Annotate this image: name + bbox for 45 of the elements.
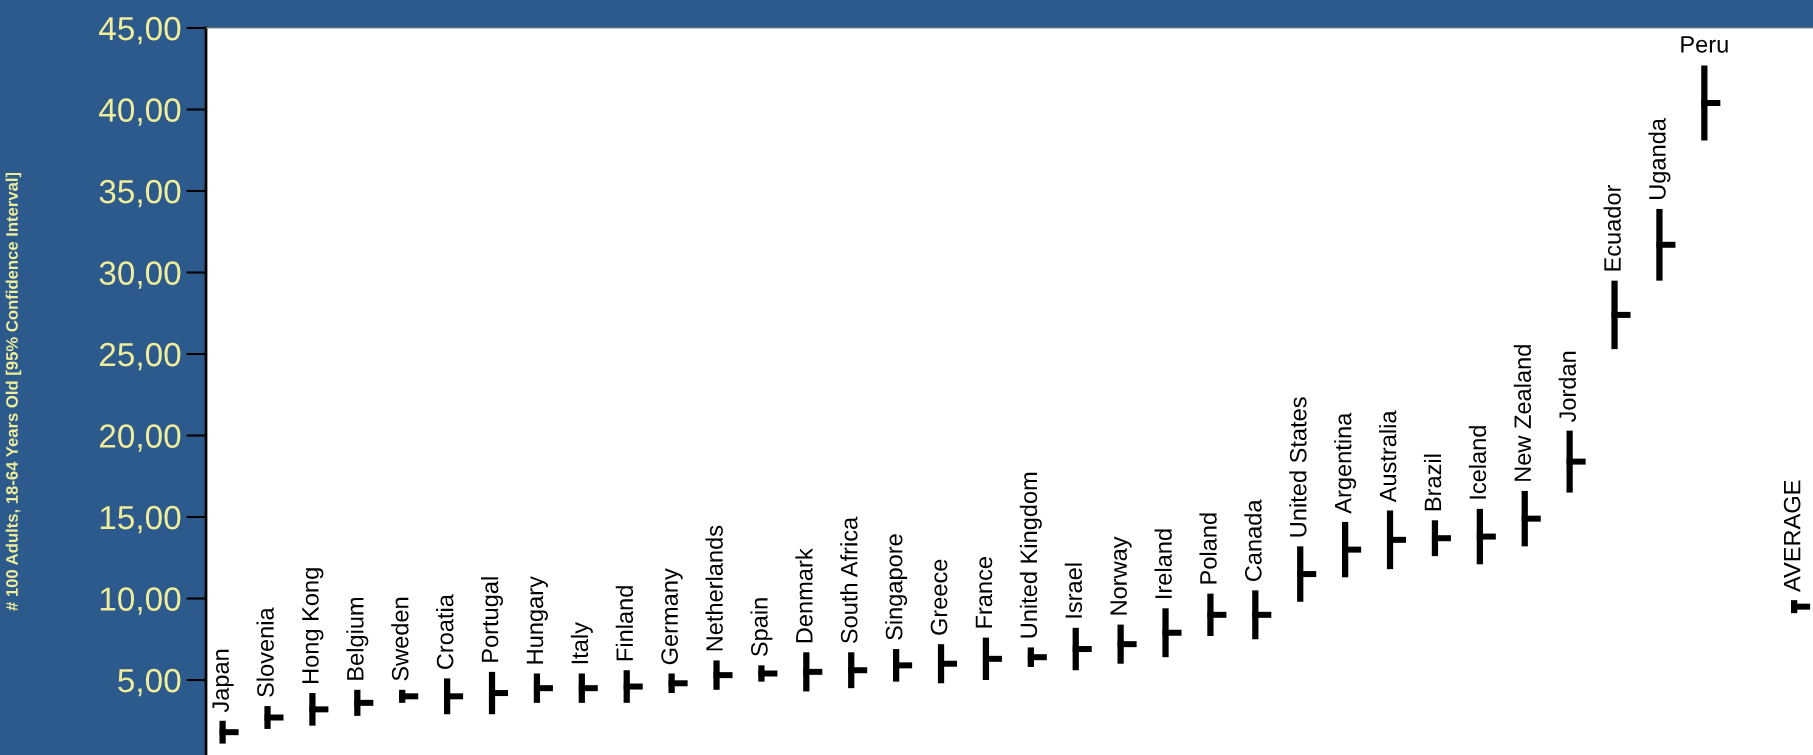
x-tick-label: Canada <box>1244 499 1262 582</box>
y-tick-label: 35,00 <box>99 179 181 208</box>
x-tick-label: Hungary <box>526 576 548 664</box>
y-tick-label: 30,00 <box>99 261 181 289</box>
x-tick-label: Germany <box>661 568 683 665</box>
x-tick-label: Jordan <box>1558 351 1576 423</box>
x-tick-label: Spain <box>750 598 773 657</box>
x-tick-label: France <box>975 557 993 628</box>
y-tick-label: 15,00 <box>100 505 181 534</box>
x-tick-label: Hong Kong <box>302 568 324 683</box>
x-tick-label: Japan <box>212 649 234 713</box>
x-tick-label: Denmark <box>795 548 813 643</box>
x-tick-label: Belgium <box>346 597 369 680</box>
x-tick-label: Australia <box>1379 410 1397 503</box>
x-tick-label: Portugal <box>481 577 504 662</box>
y-tick-label: 5,00 <box>118 668 181 697</box>
x-tick-label: Iceland <box>1468 426 1487 499</box>
x-tick-label: Brazil <box>1423 454 1442 511</box>
x-tick-label: Poland <box>1199 513 1217 584</box>
x-tick-label: Netherlands <box>705 525 723 651</box>
x-tick-label: United Kingdom <box>1019 472 1042 638</box>
x-tick-label: Argentina <box>1334 412 1357 514</box>
x-tick-label: United States <box>1289 397 1307 537</box>
x-tick-label: Norway <box>1110 536 1132 615</box>
x-tick-label: Finland <box>615 586 634 661</box>
x-tick-label: Singapore <box>885 534 908 640</box>
x-tick-label: Peru <box>1681 36 1728 53</box>
y-tick-label: 20,00 <box>99 424 181 452</box>
x-tick-label: AVERAGE <box>1783 480 1801 592</box>
x-tick-label: Croatia <box>436 594 454 670</box>
y-tick-label: 10,00 <box>100 587 181 615</box>
x-tick-label: Israel <box>1064 563 1083 618</box>
x-tick-label: New Zealand <box>1513 345 1532 481</box>
x-tick-label: South Africa <box>840 516 858 644</box>
x-tick-label: Ireland <box>1154 529 1172 598</box>
x-tick-label: Ecuador <box>1603 184 1621 271</box>
x-tick-label: Sweden <box>391 597 409 681</box>
x-tick-label: Greece <box>930 559 948 635</box>
x-tick-label: Uganda <box>1648 118 1671 199</box>
x-tick-label: Italy <box>570 622 593 664</box>
x-tick-label: Slovenia <box>256 607 274 697</box>
y-tick-label: 45,00 <box>99 16 181 45</box>
y-tick-label: 40,00 <box>99 98 181 126</box>
y-axis-title: # 100 Adults, 18-64 Years Old [95% Confidence Interval] <box>5 172 22 611</box>
y-tick-label: 25,00 <box>99 342 181 371</box>
